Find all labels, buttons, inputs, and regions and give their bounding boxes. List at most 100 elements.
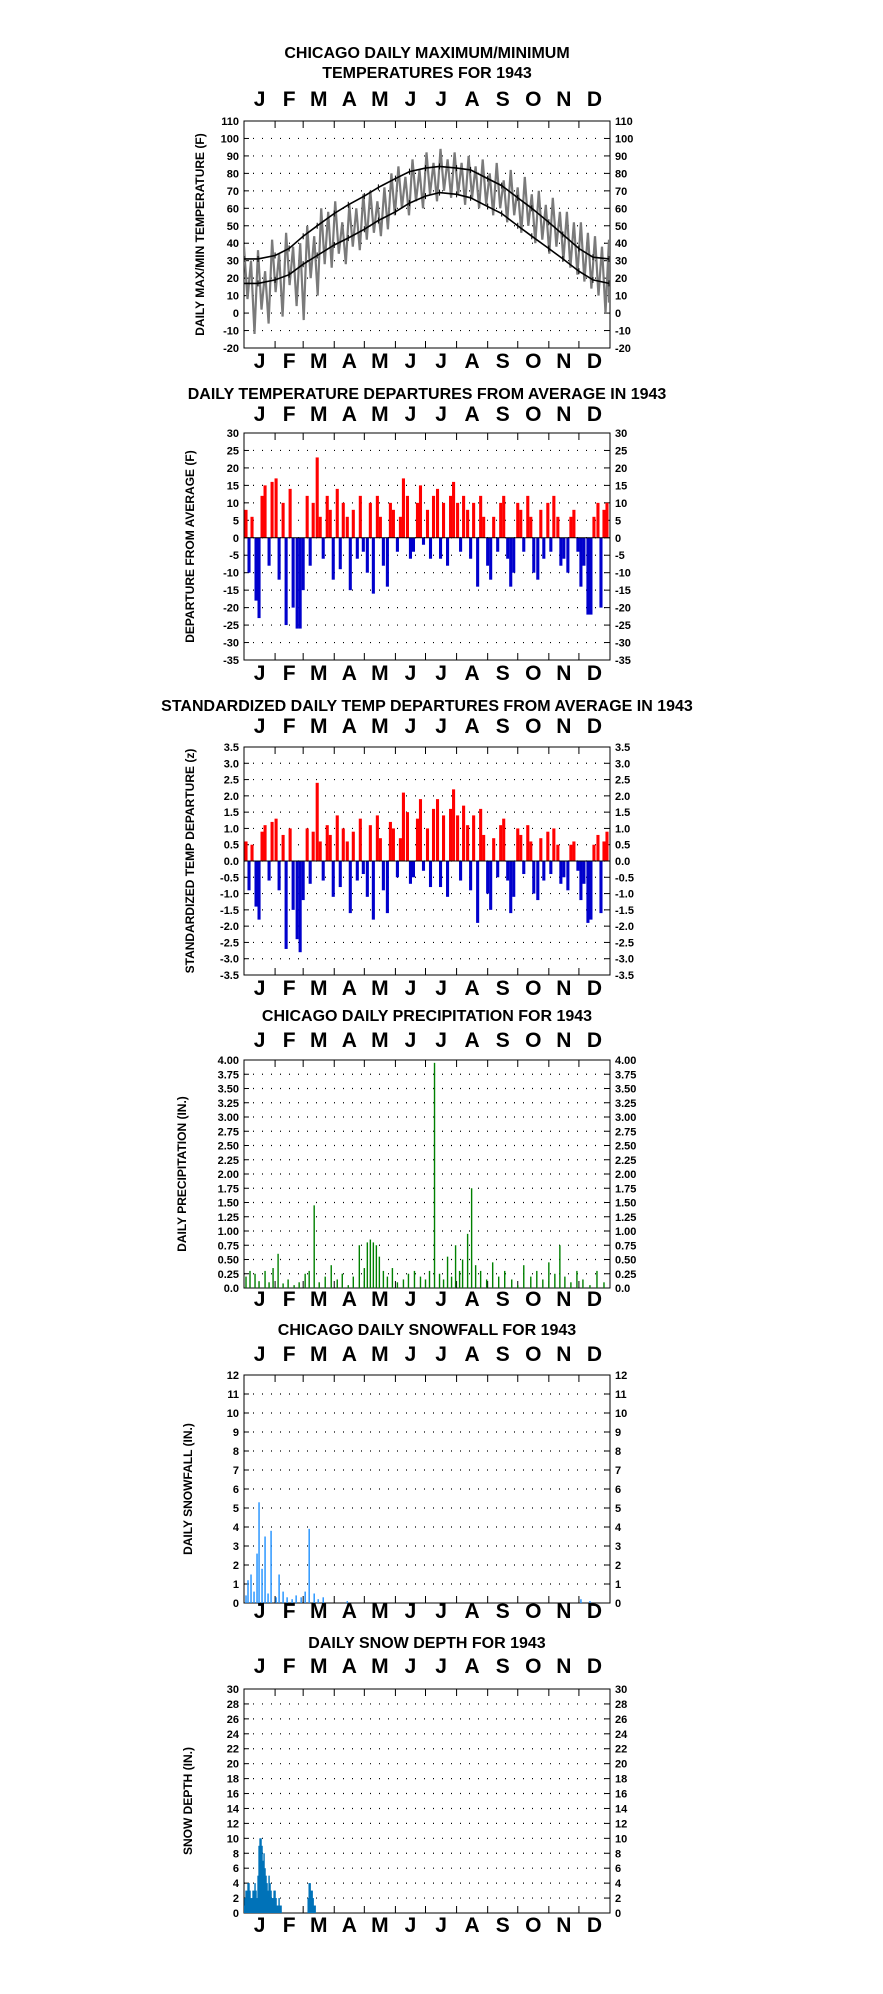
month-label-bottom: S (496, 1914, 510, 1937)
bar (358, 1245, 361, 1288)
bar (479, 495, 483, 538)
month-label-bottom: S (496, 1600, 510, 1623)
y-tick-label-right: -20 (615, 343, 631, 355)
month-label-bottom: A (465, 1914, 480, 1937)
y-tick-label-right: 1 (615, 1579, 621, 1591)
bar (335, 488, 339, 538)
y-tick-label-right: 2 (615, 1893, 621, 1905)
bar (249, 1890, 251, 1913)
bar (428, 861, 433, 888)
month-label-top: F (283, 1029, 296, 1052)
bar (338, 537, 342, 570)
month-label-top: J (405, 1343, 417, 1366)
y-tick-label-left: 18 (227, 1774, 239, 1786)
bar (361, 861, 365, 875)
bar (244, 509, 248, 538)
month-label-bottom: J (254, 977, 266, 1000)
bar (378, 516, 382, 538)
month-label-bottom: A (465, 350, 480, 373)
bar (532, 537, 536, 573)
bar (519, 834, 523, 861)
bar (256, 1553, 258, 1603)
month-label-bottom: A (342, 662, 357, 685)
y-tick-label-left: 0.0 (224, 1283, 239, 1295)
bar (313, 1593, 315, 1603)
bar (330, 1265, 332, 1288)
bar (576, 537, 580, 552)
bar (270, 481, 274, 538)
bar (522, 861, 526, 875)
month-label-bottom: J (435, 662, 447, 685)
y-tick-label-left: 16 (227, 1789, 239, 1801)
bar (308, 537, 312, 566)
month-label-bottom: A (342, 350, 357, 373)
plot-frame (243, 432, 611, 661)
bar (496, 537, 500, 552)
y-axis-label: DAILY MAX/MIN TEMPERATURE (F) (193, 133, 207, 335)
bar (331, 537, 335, 580)
y-tick-label-left: -5 (229, 550, 239, 562)
y-tick-label-right: 20 (615, 1759, 627, 1771)
bar (472, 815, 476, 861)
bar (405, 812, 409, 861)
month-label-bottom: N (556, 1288, 571, 1311)
month-label-top: S (496, 1655, 510, 1678)
y-tick-label-right: 2.25 (615, 1155, 636, 1167)
month-label-bottom: O (525, 1288, 541, 1311)
y-tick-label-left: 1.25 (218, 1212, 239, 1224)
y-tick-label-right: 24 (615, 1729, 628, 1741)
y-tick-label-right: 12 (615, 1370, 627, 1382)
month-label-top: A (342, 1029, 357, 1052)
month-label-bottom: J (435, 1600, 447, 1623)
bar (599, 861, 603, 914)
month-label-bottom: D (587, 1600, 602, 1623)
y-tick-label-left: 40 (227, 238, 239, 250)
bar (413, 1270, 416, 1288)
bar (308, 1528, 310, 1603)
bar (295, 1595, 297, 1603)
y-tick-label-left: 0.5 (224, 840, 239, 852)
y-tick-label-right: -3.5 (615, 970, 634, 982)
bar (596, 834, 600, 861)
bar (411, 537, 416, 552)
month-label-top: A (342, 1343, 357, 1366)
bar (352, 1276, 355, 1288)
y-tick-label-left: 50 (227, 221, 239, 233)
bar (603, 1282, 605, 1288)
bar (363, 1268, 366, 1288)
bar (476, 537, 480, 587)
y-tick-label-right: 10 (615, 1833, 627, 1845)
bar (579, 861, 583, 901)
plot-marks (244, 1838, 316, 1913)
month-label-top: N (556, 1343, 571, 1366)
bar (263, 825, 267, 861)
bar (536, 861, 540, 901)
y-tick-label-left: 25 (227, 445, 239, 457)
bar (270, 1890, 272, 1913)
month-label-bottom: J (435, 350, 447, 373)
bar (582, 537, 586, 566)
month-label-top: S (496, 1343, 510, 1366)
bar (264, 1536, 266, 1603)
y-tick-label-left: -30 (223, 638, 239, 650)
bar (469, 537, 473, 559)
bar (375, 815, 379, 861)
month-label-bottom: M (371, 1600, 389, 1623)
bar (250, 1898, 252, 1913)
bar (388, 502, 392, 538)
y-tick-label-right: -0.5 (615, 872, 634, 884)
bar (582, 861, 586, 884)
month-label-top: M (371, 88, 389, 111)
month-label-top: N (556, 1029, 571, 1052)
y-tick-label-right: 3.5 (615, 742, 630, 754)
bar (435, 488, 440, 538)
bar (281, 502, 285, 538)
month-label-top: S (496, 403, 510, 426)
y-tick-label-right: 60 (615, 203, 627, 215)
y-tick-label-right: 0.0 (615, 856, 630, 868)
y-tick-label-right: 15 (615, 480, 627, 492)
month-label-top: A (342, 88, 357, 111)
bar (317, 1599, 319, 1603)
bar (295, 537, 299, 629)
